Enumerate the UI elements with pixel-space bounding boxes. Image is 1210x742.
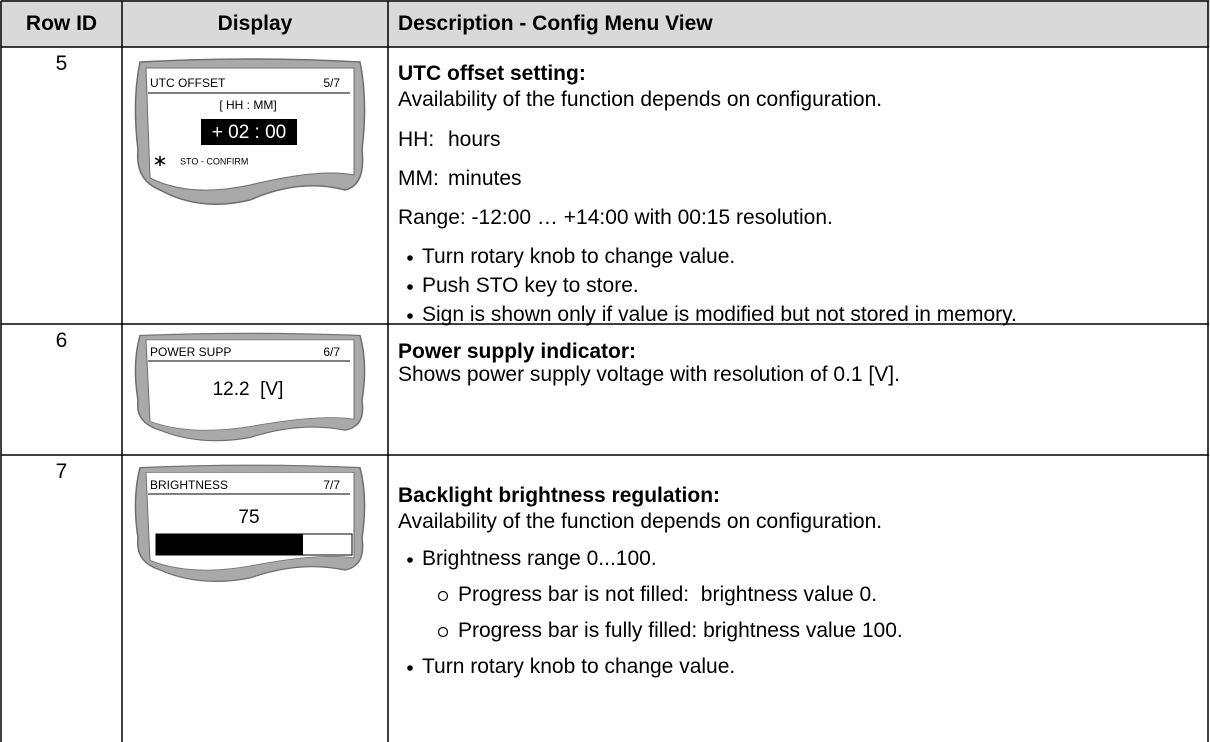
screen-page: 7/7 bbox=[323, 478, 340, 492]
description-heading: UTC offset setting: bbox=[398, 62, 586, 85]
header-cell: Description - Config Menu View bbox=[398, 12, 713, 35]
screen-value: 75 bbox=[238, 507, 259, 528]
description-heading: Backlight brightness regulation: bbox=[398, 484, 721, 507]
definition-term: MM: bbox=[398, 167, 439, 190]
asterisk-icon bbox=[154, 156, 166, 166]
bullet-text: Turn rotary knob to change value. bbox=[422, 245, 736, 268]
description-text: Availability of the function depends on … bbox=[398, 88, 883, 111]
definition-meaning: hours bbox=[448, 128, 501, 151]
sub-bullet-markers bbox=[437, 590, 449, 638]
sub-bullet-text: Progress bar is not filled: brightness v… bbox=[458, 583, 878, 606]
screen-title: POWER SUPP bbox=[150, 345, 231, 359]
definition-term: HH: bbox=[398, 128, 435, 151]
bullet-markers bbox=[407, 255, 413, 671]
header-cell: Row ID bbox=[25, 12, 98, 35]
bullet-text: Push STO key to store. bbox=[422, 274, 639, 297]
progress-fill bbox=[156, 534, 303, 555]
definition-meaning: minutes bbox=[448, 167, 522, 190]
display-frame bbox=[134, 332, 366, 442]
screen-value: + 02 : 00 bbox=[212, 122, 286, 143]
row-id: 7 bbox=[55, 460, 68, 483]
screen-highlight bbox=[201, 119, 297, 145]
bullet-text: Brightness range 0...100. bbox=[422, 547, 657, 570]
screen-format: [ HH : MM] bbox=[219, 98, 276, 112]
display-screen bbox=[145, 339, 355, 431]
bullet-text: Sign is shown only if value is modified … bbox=[422, 303, 1017, 326]
row-id: 5 bbox=[55, 52, 68, 75]
description-text: Shows power supply voltage with resoluti… bbox=[398, 363, 900, 386]
sub-bullet-text: Progress bar is fully filled: brightness… bbox=[458, 619, 903, 642]
description-text: Availability of the function depends on … bbox=[398, 510, 883, 533]
header-cell: Display bbox=[217, 12, 293, 35]
bullet-text: Turn rotary knob to change value. bbox=[422, 655, 736, 678]
screen-value: 12.2 [V] bbox=[213, 379, 284, 400]
row-id: 6 bbox=[55, 329, 68, 352]
description-text: Range: -12:00 … +14:00 with 00:15 resolu… bbox=[398, 206, 833, 229]
header-background bbox=[0, 0, 1210, 47]
screen-title: BRIGHTNESS bbox=[150, 478, 228, 492]
screen-page: 6/7 bbox=[323, 345, 340, 359]
screen-title: UTC OFFSET bbox=[150, 76, 226, 90]
screen-footer: STO - CONFIRM bbox=[180, 156, 248, 166]
description-heading: Power supply indicator: bbox=[398, 340, 637, 363]
screen-page: 5/7 bbox=[323, 76, 340, 90]
